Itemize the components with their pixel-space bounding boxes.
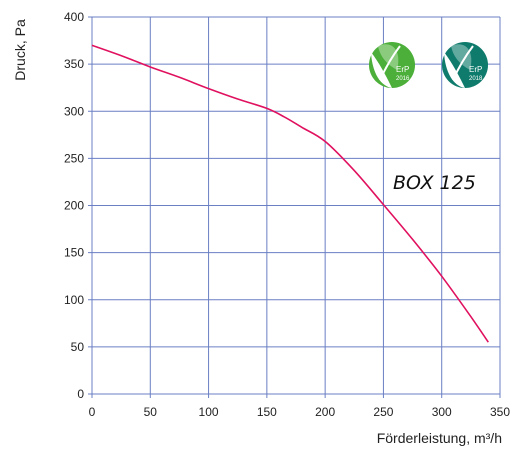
y-axis-title: Druck, Pa <box>12 19 28 81</box>
leaf-icon <box>378 44 399 70</box>
x-tick-label: 0 <box>89 405 96 419</box>
y-tick-label: 250 <box>64 151 84 165</box>
y-tick-label: 50 <box>71 340 85 354</box>
erp-2018-text: ErP <box>469 65 482 74</box>
x-tick-label: 200 <box>315 405 335 419</box>
y-tick-label: 300 <box>64 104 84 118</box>
grid <box>91 16 501 395</box>
leaf-stem <box>452 45 474 81</box>
series-line-box-125 <box>91 44 489 343</box>
y-tick-label: 400 <box>64 10 84 24</box>
y-tick-label: 100 <box>64 293 84 307</box>
erp-2018-badge: ErP 2018 <box>442 42 488 88</box>
erp-2016-year: 2016 <box>396 76 410 82</box>
x-axis-title: Förderleistung, m³/h <box>377 430 502 446</box>
leaf-icon <box>451 44 472 70</box>
erp-2018-year: 2018 <box>469 76 483 82</box>
y-tick-label: 350 <box>64 57 84 71</box>
y-axis-ticks: 0 50 100 150 200 250 300 350 400 <box>64 10 92 401</box>
series-layer <box>91 44 489 343</box>
y-tick-label: 200 <box>64 199 84 213</box>
erp-2016-text: ErP <box>396 65 409 74</box>
x-tick-label: 150 <box>257 405 277 419</box>
series-label-box-125: BOX 125 <box>393 172 476 194</box>
y-tick-label: 150 <box>64 246 84 260</box>
x-tick-label: 50 <box>144 405 158 419</box>
x-tick-label: 350 <box>490 405 510 419</box>
leaf-icon <box>444 52 465 88</box>
x-axis-ticks: 0 50 100 150 200 250 300 350 <box>89 394 510 419</box>
y-tick-label: 0 <box>77 387 84 401</box>
leaf-stem <box>379 45 401 81</box>
x-tick-label: 300 <box>432 405 452 419</box>
leaf-icon <box>371 52 392 88</box>
erp-2016-badge: ErP 2016 <box>369 42 415 88</box>
x-tick-label: 100 <box>199 405 219 419</box>
x-tick-label: 250 <box>373 405 393 419</box>
